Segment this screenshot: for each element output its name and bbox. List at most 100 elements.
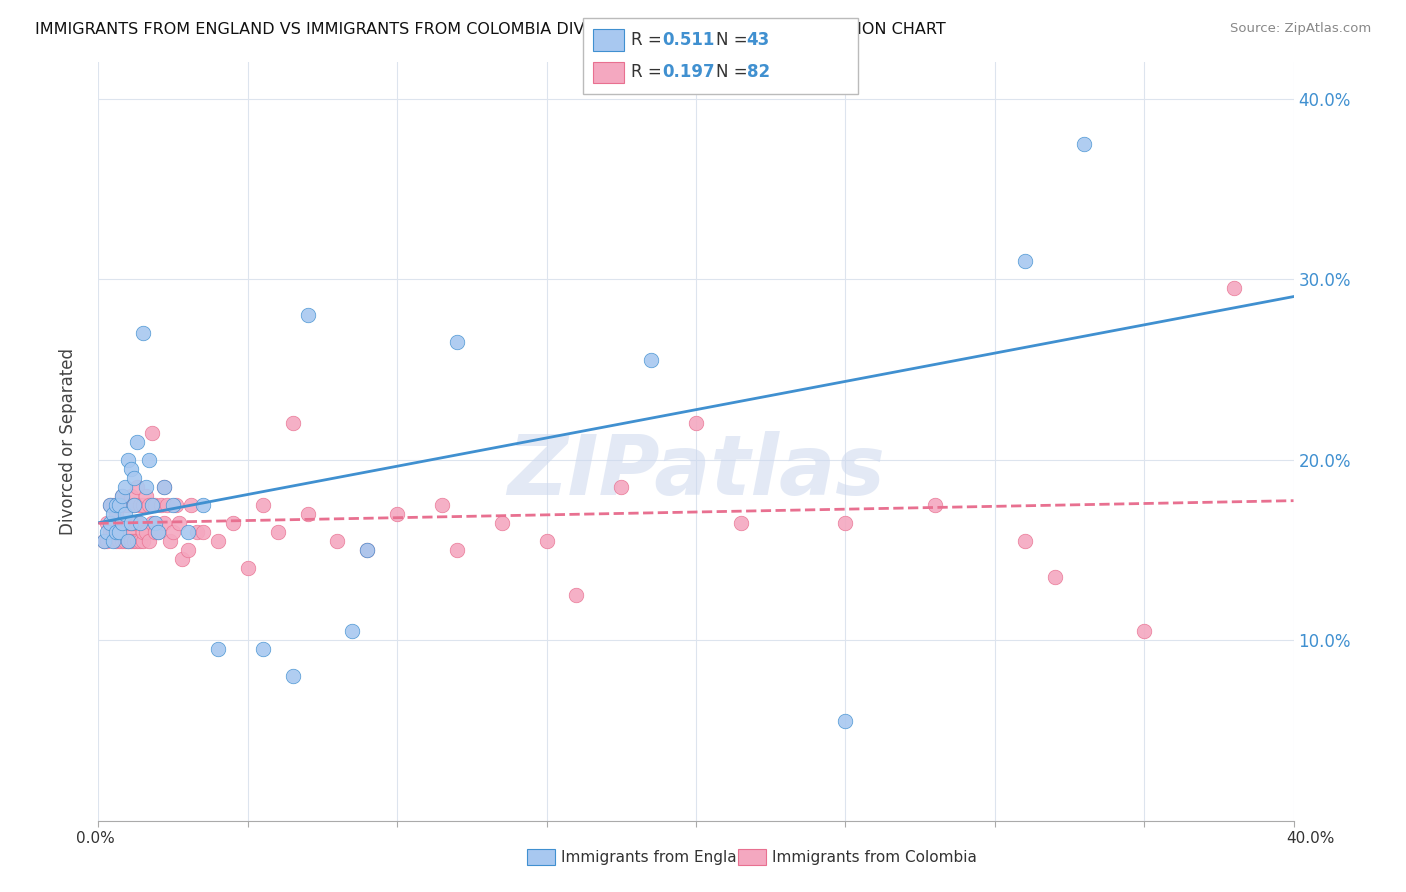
- Point: [167, 516, 190, 530]
- Point: [834, 516, 856, 530]
- Point: [150, 498, 173, 512]
- Point: [191, 524, 214, 539]
- Point: [138, 452, 160, 467]
- Point: [281, 669, 304, 683]
- Point: [129, 516, 152, 530]
- Point: [98, 498, 122, 512]
- Point: [491, 516, 513, 530]
- Point: [1014, 254, 1036, 268]
- Text: N =: N =: [716, 63, 752, 81]
- Point: [177, 542, 200, 557]
- Point: [124, 498, 146, 512]
- Point: [132, 524, 155, 539]
- Point: [120, 489, 142, 503]
- Point: [536, 533, 558, 548]
- Point: [156, 498, 179, 512]
- Point: [111, 489, 134, 503]
- Point: [172, 552, 194, 566]
- Point: [127, 533, 149, 548]
- Point: [127, 434, 149, 449]
- Point: [117, 452, 139, 467]
- Point: [165, 498, 187, 512]
- Point: [924, 498, 946, 512]
- Point: [120, 461, 142, 475]
- Point: [430, 498, 453, 512]
- Point: [120, 516, 142, 530]
- Point: [143, 498, 166, 512]
- Point: [132, 326, 155, 341]
- Point: [834, 714, 856, 729]
- Point: [1014, 533, 1036, 548]
- Point: [207, 533, 229, 548]
- Point: [124, 533, 146, 548]
- Point: [96, 533, 118, 548]
- Point: [124, 470, 146, 484]
- Point: [111, 489, 134, 503]
- Point: [138, 533, 160, 548]
- Point: [1223, 281, 1246, 295]
- Point: [108, 524, 131, 539]
- Text: 0.511: 0.511: [662, 31, 714, 49]
- Text: ZIPatlas: ZIPatlas: [508, 432, 884, 512]
- Point: [105, 524, 128, 539]
- Point: [114, 533, 136, 548]
- Point: [93, 533, 115, 548]
- Point: [111, 516, 134, 530]
- Point: [222, 516, 245, 530]
- Text: 40.0%: 40.0%: [1286, 831, 1334, 846]
- Point: [326, 533, 349, 548]
- Point: [153, 480, 176, 494]
- Point: [129, 498, 152, 512]
- Point: [162, 498, 184, 512]
- Text: 0.0%: 0.0%: [76, 831, 115, 846]
- Point: [730, 516, 752, 530]
- Point: [103, 524, 125, 539]
- Point: [207, 642, 229, 657]
- Point: [127, 480, 149, 494]
- Point: [117, 516, 139, 530]
- Text: 43: 43: [747, 31, 770, 49]
- Point: [98, 524, 122, 539]
- Point: [685, 417, 707, 431]
- Text: N =: N =: [716, 31, 752, 49]
- Point: [138, 498, 160, 512]
- Point: [129, 533, 152, 548]
- Point: [252, 498, 274, 512]
- Point: [114, 498, 136, 512]
- Point: [98, 498, 122, 512]
- Text: IMMIGRANTS FROM ENGLAND VS IMMIGRANTS FROM COLOMBIA DIVORCED OR SEPARATED CORREL: IMMIGRANTS FROM ENGLAND VS IMMIGRANTS FR…: [35, 22, 946, 37]
- Point: [108, 533, 131, 548]
- Point: [103, 533, 125, 548]
- Point: [342, 624, 364, 639]
- Point: [117, 533, 139, 548]
- Point: [124, 498, 146, 512]
- Point: [98, 516, 122, 530]
- Point: [1133, 624, 1156, 639]
- Point: [143, 524, 166, 539]
- Point: [356, 542, 378, 557]
- Text: Immigrants from England: Immigrants from England: [561, 850, 756, 864]
- Point: [356, 542, 378, 557]
- Point: [141, 425, 163, 440]
- Point: [385, 507, 409, 521]
- Point: [111, 533, 134, 548]
- Point: [103, 507, 125, 521]
- Point: [1073, 136, 1095, 151]
- Point: [132, 498, 155, 512]
- Point: [105, 507, 128, 521]
- Point: [153, 480, 176, 494]
- Point: [103, 498, 125, 512]
- Point: [610, 480, 633, 494]
- Point: [252, 642, 274, 657]
- Point: [159, 533, 181, 548]
- Text: 0.197: 0.197: [662, 63, 714, 81]
- Point: [111, 516, 134, 530]
- Point: [114, 480, 136, 494]
- Point: [127, 516, 149, 530]
- Point: [105, 498, 128, 512]
- Point: [180, 498, 202, 512]
- Point: [124, 516, 146, 530]
- Point: [297, 507, 319, 521]
- Point: [108, 498, 131, 512]
- Point: [565, 588, 588, 602]
